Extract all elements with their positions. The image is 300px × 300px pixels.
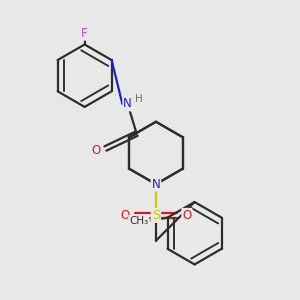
Text: S: S (152, 209, 160, 222)
Text: O: O (182, 209, 191, 222)
Text: O: O (120, 209, 130, 222)
Text: H: H (135, 94, 143, 104)
Text: F: F (81, 27, 88, 40)
Text: O: O (91, 144, 101, 158)
Text: CH₃: CH₃ (129, 216, 148, 226)
Text: N: N (123, 98, 132, 110)
Text: N: N (152, 178, 160, 191)
